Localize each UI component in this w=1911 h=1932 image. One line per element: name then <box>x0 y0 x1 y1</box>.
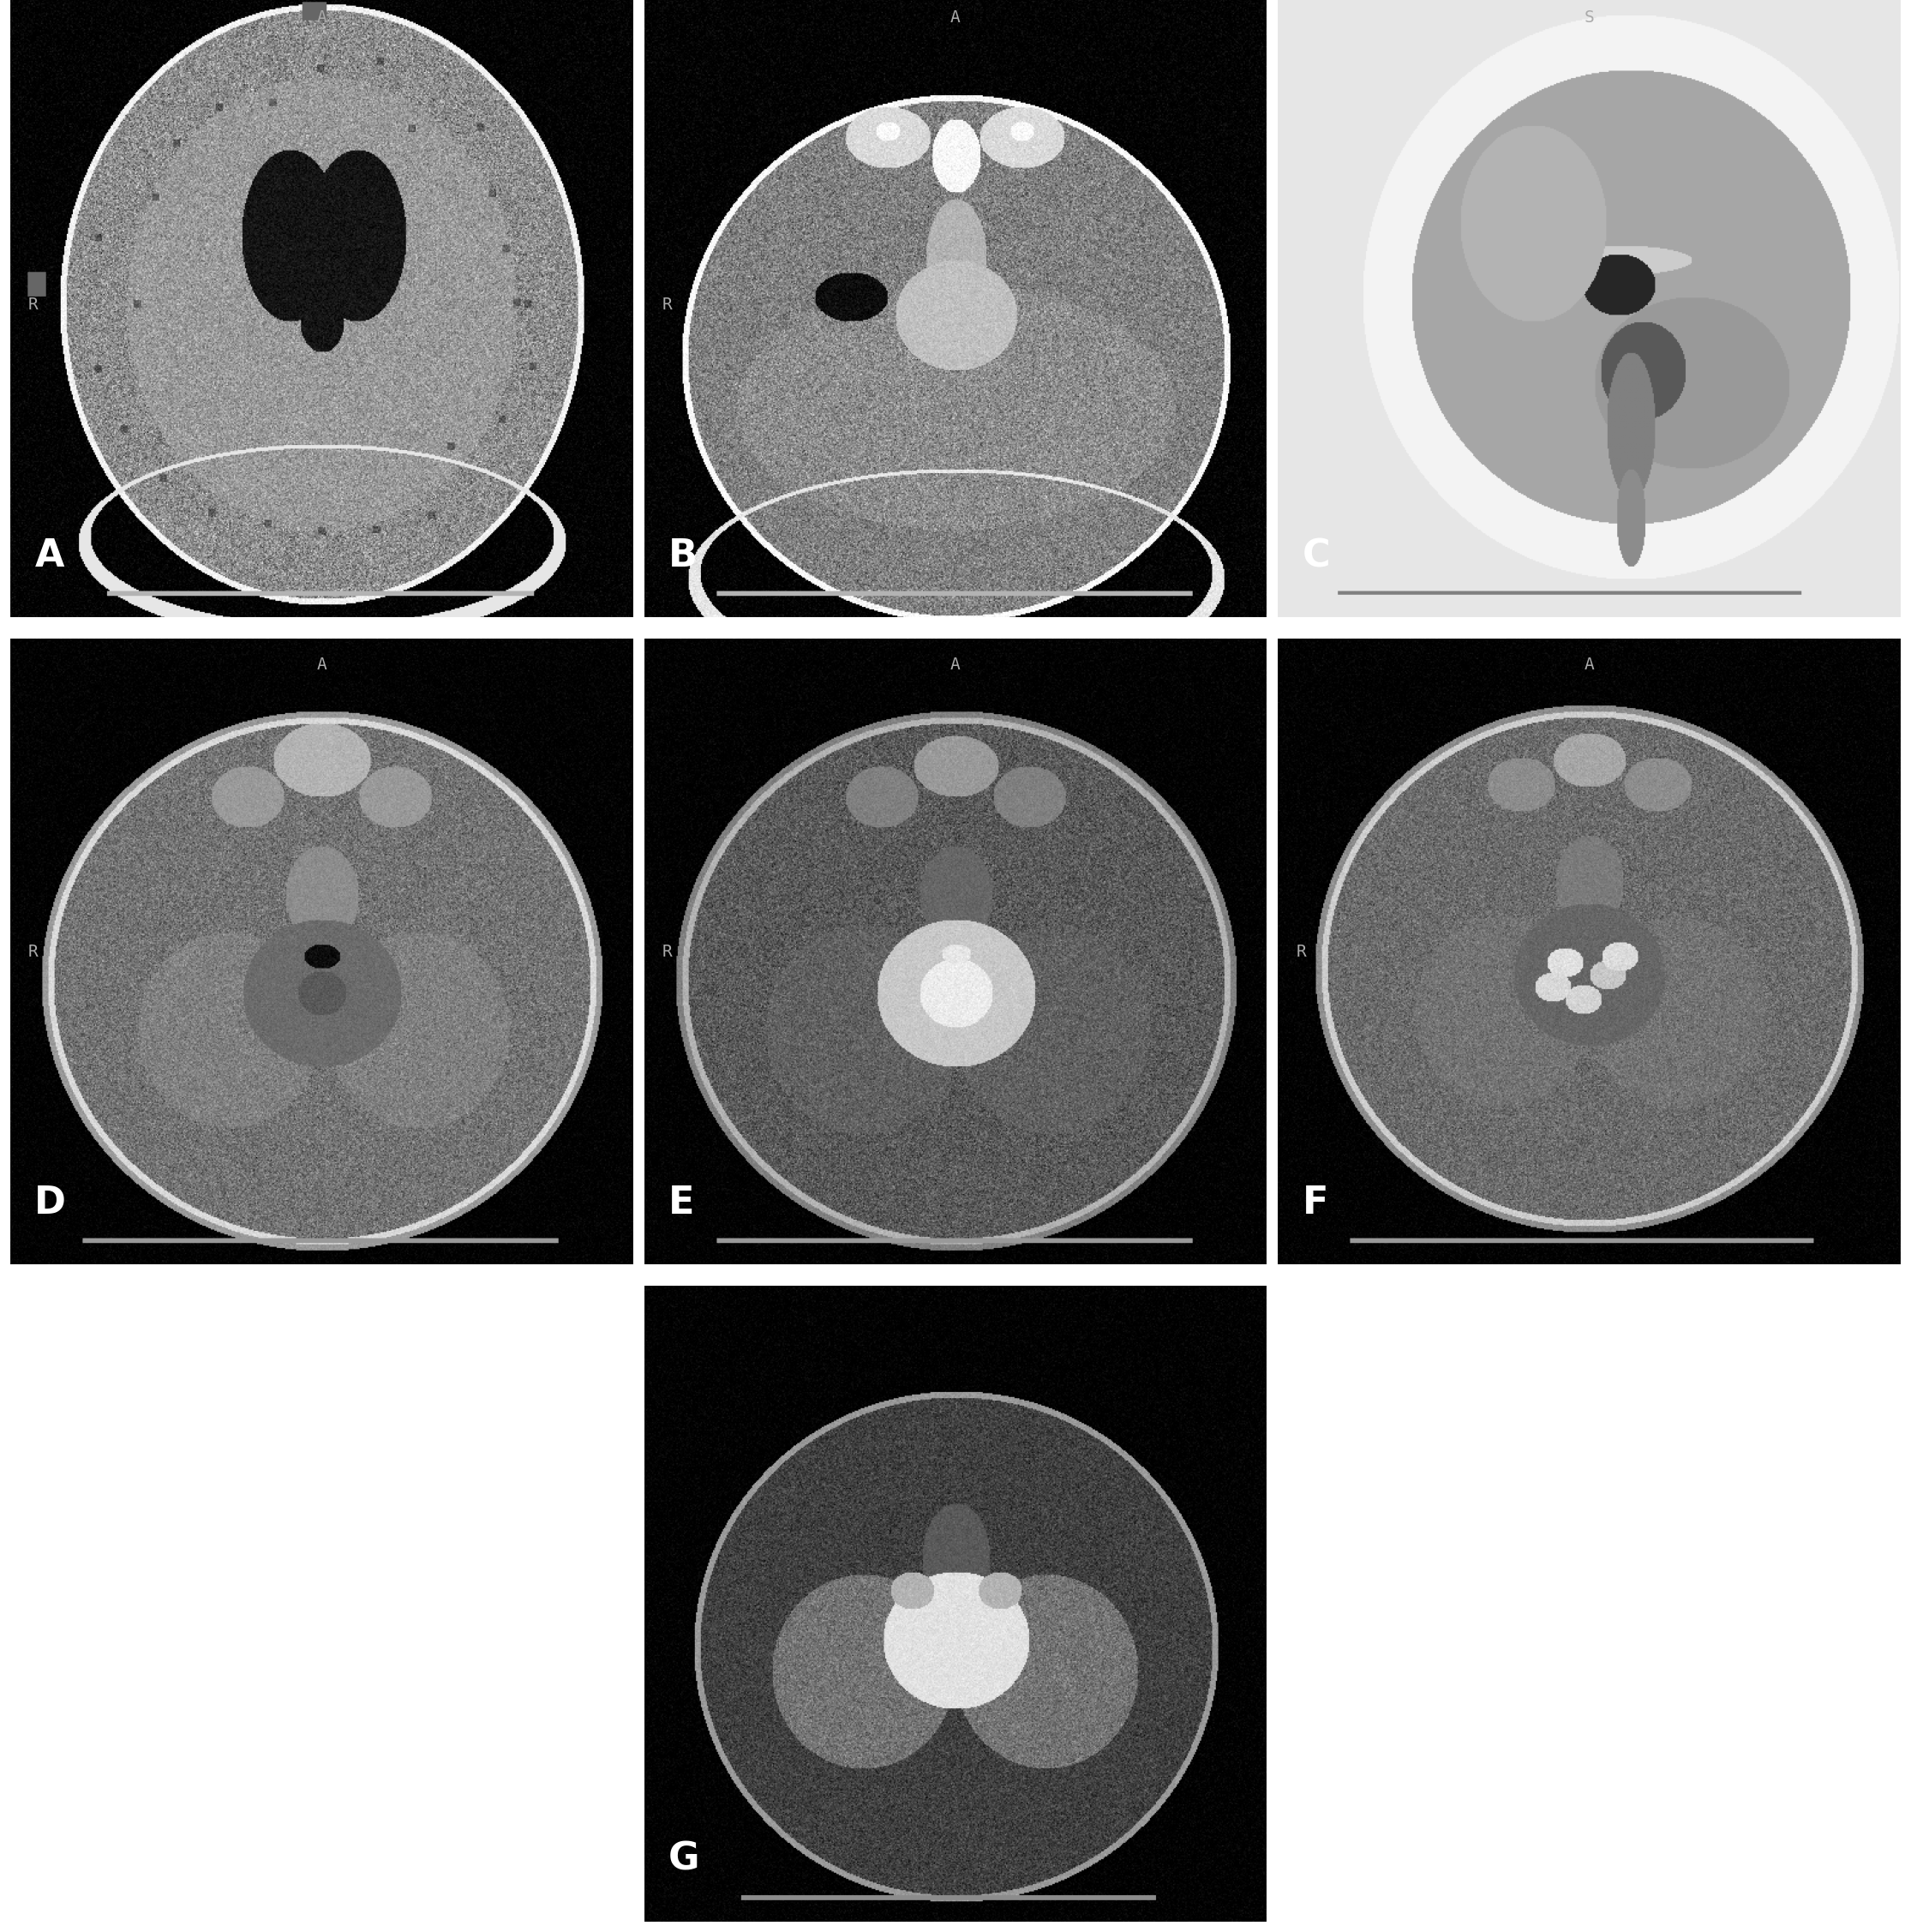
Text: R: R <box>29 943 38 960</box>
Text: D: D <box>34 1184 67 1221</box>
Text: A: A <box>317 10 327 25</box>
Text: F: F <box>1301 1184 1328 1221</box>
Text: C: C <box>1301 537 1330 574</box>
Text: A: A <box>950 10 961 25</box>
Text: A: A <box>1584 657 1594 672</box>
Text: A: A <box>317 657 327 672</box>
Text: R: R <box>661 943 673 960</box>
Text: R: R <box>29 296 38 313</box>
Text: E: E <box>669 1184 694 1221</box>
Text: A: A <box>950 657 961 672</box>
Text: G: G <box>669 1841 699 1878</box>
Text: R: R <box>661 296 673 313</box>
Text: B: B <box>669 537 698 574</box>
Text: S: S <box>1584 10 1594 25</box>
Text: R: R <box>1296 943 1305 960</box>
Text: A: A <box>34 537 65 574</box>
